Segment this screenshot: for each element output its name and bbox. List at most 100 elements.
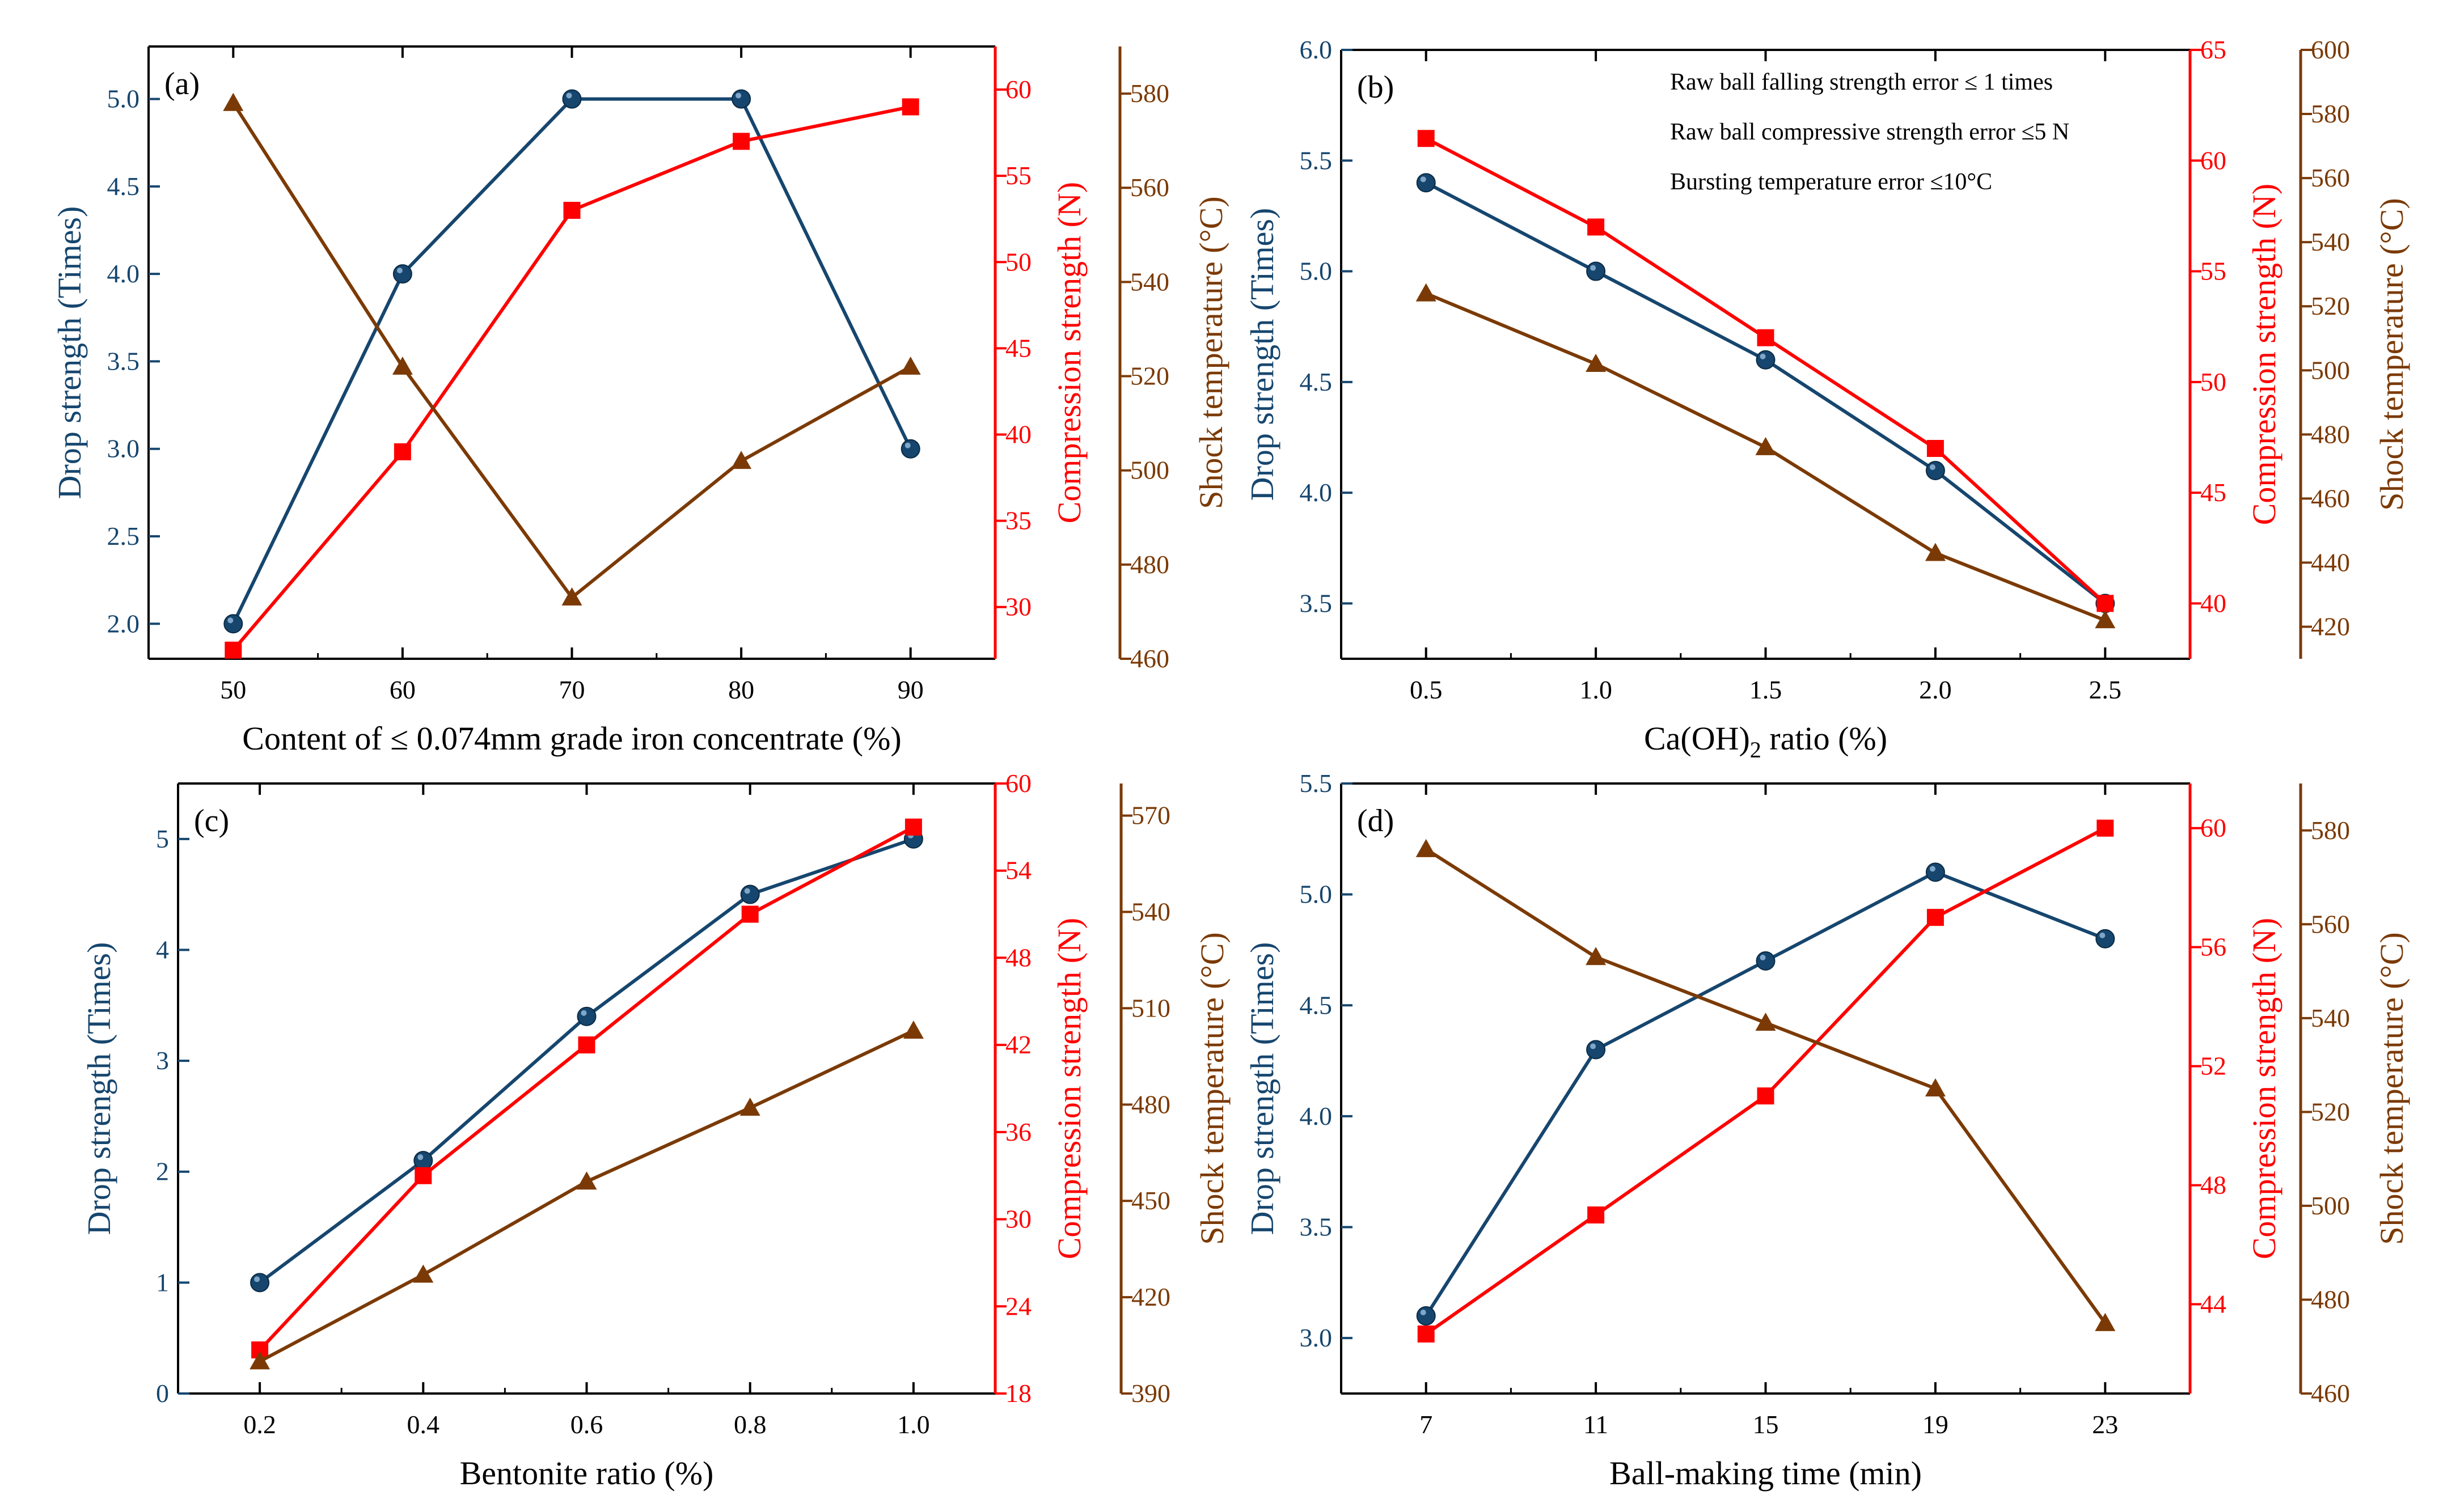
right2-y-tick-label: 520 [1130,362,1169,391]
right2-y-tick-label: 450 [1131,1186,1170,1215]
drop-strength-point-highlight [581,1010,587,1016]
left-y-tick-label: 6.0 [1300,35,1333,64]
left-y-tick-label: 4.0 [1300,1102,1333,1130]
series-line-drop-strength [259,837,914,1284]
drop-strength-point-highlight [1760,353,1766,359]
left-y-tick-label: 2.0 [107,609,140,638]
x-axis-title: Bentonite ratio (%) [460,1455,714,1492]
x-tick-label: 60 [390,675,416,704]
x-tick-label: 50 [220,675,246,704]
right2-y-tick-label: 390 [1131,1379,1170,1408]
shock-temperature-point [392,356,413,375]
x-tick-label: 0.6 [570,1410,603,1439]
x-tick-label: 0.2 [243,1410,276,1439]
shock-temperature-point [2095,610,2116,629]
right1-y-tick-label: 50 [2200,367,2226,396]
right2-y-tick-label: 560 [2311,163,2350,192]
right1-y-tick-label: 18 [1005,1379,1032,1408]
left-y-tick-label: 4.0 [107,259,140,288]
right2-y-tick-label: 420 [1131,1282,1170,1311]
x-axis-title: Content of ≤ 0.074mm grade iron concentr… [242,720,901,757]
right2-y-tick-label: 480 [1131,1090,1170,1119]
right1-y-tick-label: 40 [1005,420,1032,449]
right2-y-axis-title: Shock temperature (°C) [2373,932,2410,1244]
shock-temperature-point [900,356,921,375]
compression-strength-point [578,1036,595,1054]
left-y-tick-label: 5 [156,824,169,853]
drop-strength-point-highlight [1929,866,1935,872]
panel-c: 0.2 0.4 0.6 0.8 1.0 0 1 2 3 4 5 18 24 30 36 42 48 54 60 390… [81,769,1231,1492]
drop-strength-point-highlight [1420,1310,1426,1316]
right2-y-tick-label: 500 [2311,1191,2350,1220]
left-y-axis-title: Drop strength (Times) [81,942,117,1235]
x-tick-label: 2.5 [2089,675,2122,704]
left-y-tick-label: 5.0 [1300,880,1333,909]
compression-strength-point [1417,1325,1435,1343]
series-line-compression-strength [232,105,911,651]
x-tick-label: 7 [1419,1410,1432,1439]
right1-y-tick-label: 50 [1005,247,1032,276]
left-y-tick-label: 3.5 [107,346,140,375]
right2-y-tick-label: 440 [2311,548,2350,577]
shock-temperature-point [1415,283,1436,302]
right1-y-tick-label: 36 [1005,1117,1032,1146]
drop-strength-point [1586,1040,1606,1060]
right2-y-tick-label: 540 [2311,227,2350,256]
x-tick-label: 0.5 [1410,675,1443,704]
right2-y-tick-label: 420 [2311,612,2350,641]
right2-y-tick-label: 460 [1130,644,1169,673]
series-line-compression-strength [258,825,915,1352]
panel-label: (b) [1357,70,1394,105]
right2-y-tick-label: 540 [1131,897,1170,926]
right1-y-tick-label: 60 [1005,769,1032,798]
shock-temperature-point [1415,838,1436,857]
x-tick-label: 90 [898,675,924,704]
drop-strength-point [1586,261,1606,281]
right1-y-tick-label: 65 [2200,35,2226,64]
right1-y-tick-label: 60 [1005,75,1032,104]
x-tick-label: 2.0 [1919,675,1952,704]
drop-strength-point [392,264,412,284]
drop-strength-point-highlight [904,442,911,448]
right2-y-tick-label: 580 [2311,99,2350,128]
drop-strength-point [1925,461,1945,481]
left-y-tick-label: 4 [156,935,169,964]
compression-strength-point [741,905,759,923]
drop-strength-point [2095,929,2115,948]
x-tick-label: 19 [1922,1410,1948,1439]
drop-strength-point [1756,951,1776,971]
right2-y-tick-label: 600 [2311,35,2350,64]
right2-y-tick-label: 520 [2311,1097,2350,1126]
right2-y-tick-label: 480 [2311,420,2350,448]
right2-y-axis-title: Shock temperature (°C) [2373,198,2410,510]
drop-strength-point [1416,173,1436,193]
series-line-shock-temperature [231,102,912,600]
drop-strength-point [577,1006,597,1026]
left-y-tick-label: 2.5 [107,522,140,550]
left-y-tick-label: 5.0 [107,84,140,113]
drop-strength-point-highlight [744,888,750,894]
drop-strength-point [250,1273,270,1293]
x-tick-label: 0.8 [734,1410,767,1439]
drop-strength-point [413,1151,433,1171]
right1-y-tick-label: 45 [2200,478,2226,507]
compression-strength-point [1757,1087,1774,1105]
panel-label: (c) [194,803,229,838]
right1-y-tick-label: 48 [1005,943,1032,972]
right1-y-tick-label: 42 [1005,1030,1032,1059]
drop-strength-point-highlight [396,268,403,274]
left-y-tick-label: 3.0 [1300,1323,1333,1352]
right2-y-tick-label: 500 [1130,456,1169,485]
compression-strength-point [563,202,581,219]
shock-temperature-point [739,1097,760,1116]
x-tick-label: 23 [2092,1410,2118,1439]
left-y-tick-label: 4.5 [107,172,140,201]
right2-y-axis-title: Shock temperature (°C) [1194,932,1231,1244]
series-line-compression-strength [1425,137,2107,605]
right2-y-tick-label: 500 [2311,355,2350,384]
right1-y-tick-label: 60 [2200,146,2226,175]
left-y-tick-label: 4.0 [1300,478,1333,507]
drop-strength-point-highlight [1929,464,1935,471]
right2-y-tick-label: 540 [2311,1003,2350,1032]
annotation-text: Bursting temperature error ≤10°C [1670,169,1992,195]
